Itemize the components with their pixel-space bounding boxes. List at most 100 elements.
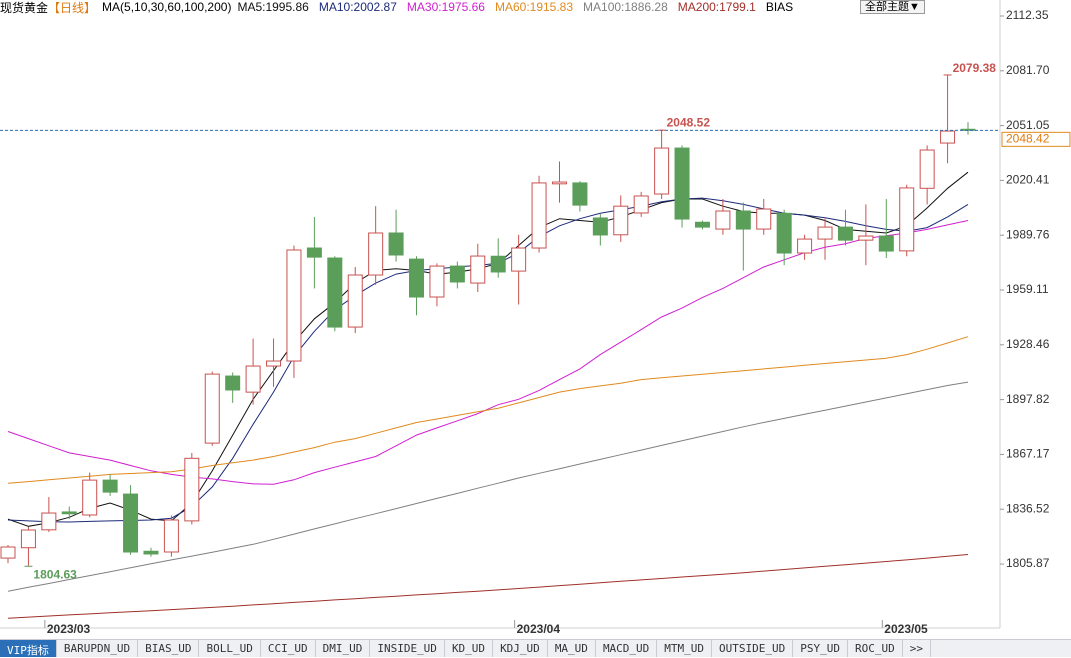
candle-body — [429, 265, 445, 298]
tab[interactable]: KDJ_UD — [493, 640, 548, 657]
candle-body — [61, 511, 77, 515]
period: 【日线】 — [48, 0, 97, 15]
ma-line — [7, 554, 969, 619]
candle-body — [756, 208, 772, 230]
ma-line — [7, 336, 969, 484]
tab[interactable]: ROC_UD — [848, 640, 903, 657]
y-tick-label: 1989.76 — [1006, 227, 1050, 241]
candle-body — [613, 205, 629, 236]
candle-body — [654, 147, 670, 195]
candle-body — [797, 238, 813, 254]
tab[interactable]: BIAS_UD — [138, 640, 200, 657]
y-tick-label: 1836.52 — [1006, 501, 1050, 515]
ma-line — [7, 381, 969, 592]
tab[interactable]: MTM_UD — [657, 640, 713, 657]
ma-line — [7, 220, 969, 485]
price-box — [1001, 131, 1071, 147]
annotation: 2079.38 — [953, 61, 997, 75]
y-tick-label: 1897.82 — [1006, 392, 1050, 406]
candle-body — [123, 493, 139, 553]
candle-body — [41, 512, 57, 531]
tab[interactable]: OUTSIDE_UD — [712, 640, 794, 657]
legend-entry: MA60:1915.83 — [494, 0, 574, 14]
candle-body — [82, 479, 98, 516]
candle-body — [899, 187, 915, 252]
candle-body — [878, 235, 894, 252]
candle-body — [674, 147, 690, 220]
candle-body — [837, 226, 853, 241]
tab[interactable]: >> — [903, 640, 932, 657]
legend-entry: MA200:1799.1 — [677, 0, 756, 14]
tab[interactable]: BOLL_UD — [199, 640, 261, 657]
candle-body — [347, 274, 363, 328]
legend-entry: MA100:1886.28 — [583, 0, 668, 14]
candle-body — [0, 546, 16, 559]
annotation: 1804.63 — [33, 567, 77, 581]
candle-body — [470, 255, 486, 284]
candle-body — [163, 519, 179, 553]
candle-body — [490, 255, 506, 273]
candle-body — [715, 210, 731, 230]
candle-body — [225, 375, 241, 391]
candle-body — [184, 457, 200, 522]
tab[interactable]: CCI_UD — [261, 640, 316, 657]
tab[interactable]: MACD_UD — [596, 640, 658, 657]
candle-body — [531, 182, 547, 249]
candle-body — [694, 221, 710, 228]
extra: BIAS — [765, 0, 794, 14]
legend-entry: MA10:2002.87 — [318, 0, 397, 14]
candle-body — [368, 232, 384, 276]
candle-body — [776, 212, 792, 254]
candle-body — [940, 130, 956, 144]
candle-body — [572, 182, 588, 206]
tab[interactable]: VIP指标 — [0, 640, 57, 657]
candle-body — [449, 265, 465, 283]
tab[interactable]: KD_UD — [445, 640, 494, 657]
ma-line — [7, 197, 969, 523]
y-tick-label: 2081.70 — [1006, 63, 1050, 77]
y-tick-label: 2020.41 — [1006, 173, 1050, 187]
candle-body — [735, 210, 751, 230]
title: 现货黄金 — [0, 0, 49, 15]
candle-body — [551, 181, 567, 185]
tab-bar: VIP指标 BARUPDN_UD BIAS_UD BOLL_UD CCI_UD DMI_U… — [0, 639, 1071, 657]
candle-body — [20, 529, 36, 549]
tab[interactable]: PSY_UD — [793, 640, 849, 657]
legend-entry: MA30:1975.66 — [406, 0, 485, 14]
y-tick-label: 1805.87 — [1006, 556, 1050, 570]
candle-body — [306, 247, 322, 258]
tab[interactable]: INSIDE_UD — [370, 640, 445, 657]
candle-body — [388, 232, 404, 256]
y-tick-label: 1928.46 — [1006, 337, 1050, 351]
y-tick-label: 1867.17 — [1006, 447, 1050, 461]
price-label: 2048.42 — [1006, 131, 1050, 145]
candle-body — [327, 257, 343, 328]
x-tick-label: 2023/03 — [47, 622, 91, 636]
candle-body — [245, 365, 261, 393]
tab[interactable]: DMI_UD — [316, 640, 371, 657]
candle-body — [266, 360, 282, 367]
candle-body — [817, 226, 833, 240]
candle-body — [102, 479, 118, 493]
candle-body — [143, 550, 159, 555]
ma-line — [7, 171, 969, 527]
x-tick-label: 2023/05 — [884, 622, 928, 636]
candle-body — [286, 249, 302, 362]
tab[interactable]: MA_UD — [548, 640, 596, 657]
legend-entry: MA5:1995.86 — [237, 0, 309, 14]
candle-body — [858, 235, 874, 241]
indicator: MA(5,10,30,60,100,200) — [102, 0, 232, 14]
tab[interactable]: BARUPDN_UD — [57, 640, 139, 657]
chart: 2112.35 2081.70 2051.05 2020.41 1989.76 1959.… — [0, 0, 1071, 636]
candle-body — [633, 195, 649, 214]
x-tick-label: 2023/04 — [517, 622, 561, 636]
candle-body — [511, 247, 527, 272]
annotation: 2048.52 — [667, 115, 711, 129]
candle-body — [592, 217, 608, 236]
candle-body — [409, 258, 425, 298]
y-tick-label: 2112.35 — [1006, 8, 1049, 22]
y-tick-label: 1959.11 — [1006, 282, 1049, 296]
theme-button[interactable]: 全部主题▼ — [860, 0, 925, 14]
header: 现货黄金 【日线】 MA(5,10,30,60,100,200) MA5:199… — [0, 0, 1071, 15]
